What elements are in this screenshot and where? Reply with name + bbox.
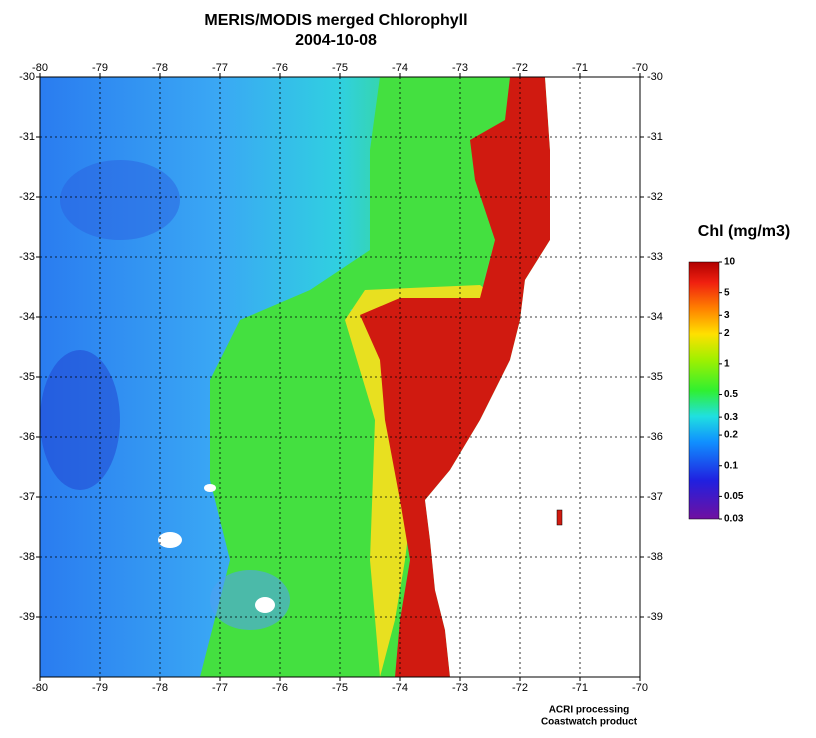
lon-tick-label: -73 <box>452 62 468 74</box>
colorbar-tick-label: 1 <box>724 359 730 370</box>
lon-tick-label: -80 <box>32 682 48 694</box>
lon-tick-label: -70 <box>632 62 648 74</box>
lat-tick-label: -36 <box>647 431 663 443</box>
colorbar-tick-label: 0.1 <box>724 460 738 471</box>
lat-tick-label: -38 <box>19 551 35 563</box>
lat-tick-label: -38 <box>647 551 663 563</box>
colorbar-tick-label: 2 <box>724 328 730 339</box>
lat-tick-label: -33 <box>647 251 663 263</box>
lat-tick-label: -37 <box>19 491 35 503</box>
lon-tick-label: -77 <box>212 682 228 694</box>
lon-tick-label: -71 <box>572 682 588 694</box>
lon-tick-label: -72 <box>512 62 528 74</box>
lon-tick-label: -79 <box>92 62 108 74</box>
lat-tick-label: -39 <box>19 611 35 623</box>
lon-tick-label: -79 <box>92 682 108 694</box>
lon-tick-label: -77 <box>212 62 228 74</box>
lon-tick-label: -75 <box>332 682 348 694</box>
subtitle: 2004-10-08 <box>295 32 377 49</box>
lat-tick-label: -34 <box>19 311 35 323</box>
colorbar-tick-label: 5 <box>724 287 730 298</box>
lon-tick-label: -76 <box>272 682 288 694</box>
lat-tick-label: -34 <box>647 311 663 323</box>
lon-tick-label: -75 <box>332 62 348 74</box>
lon-tick-label: -72 <box>512 682 528 694</box>
title: MERIS/MODIS merged Chlorophyll <box>204 12 467 29</box>
colorbar-tick-label: 0.2 <box>724 430 738 441</box>
lon-tick-label: -71 <box>572 62 588 74</box>
colorbar-tick-label: 10 <box>724 257 736 268</box>
colorbar-tick-label: 0.05 <box>724 491 744 502</box>
colorbar-tick-label: 3 <box>724 310 730 321</box>
credit: ACRI processing <box>549 705 630 716</box>
lon-tick-label: -73 <box>452 682 468 694</box>
lat-tick-label: -35 <box>647 371 663 383</box>
lat-tick-label: -32 <box>647 191 663 203</box>
colorbar <box>688 261 720 520</box>
lat-tick-label: -30 <box>647 71 663 83</box>
lon-tick-label: -74 <box>392 62 408 74</box>
lat-tick-label: -33 <box>19 251 35 263</box>
lon-tick-label: -74 <box>392 682 408 694</box>
lon-tick-label: -70 <box>632 682 648 694</box>
colorbar-tick-label: 0.5 <box>724 389 738 400</box>
lon-tick-label: -80 <box>32 62 48 74</box>
lon-tick-label: -78 <box>152 62 168 74</box>
lat-tick-label: -35 <box>19 371 35 383</box>
lon-tick-label: -76 <box>272 62 288 74</box>
lat-tick-label: -31 <box>647 131 663 143</box>
lat-tick-label: -37 <box>647 491 663 503</box>
colorbar-title: Chl (mg/m3) <box>698 223 790 240</box>
lat-tick-label: -30 <box>19 71 35 83</box>
lat-tick-label: -32 <box>19 191 35 203</box>
credit: Coastwatch product <box>541 717 638 728</box>
lat-tick-label: -36 <box>19 431 35 443</box>
lon-tick-label: -78 <box>152 682 168 694</box>
colorbar-tick-label: 0.3 <box>724 412 738 423</box>
colorbar-tick-label: 0.03 <box>724 514 744 525</box>
lat-tick-label: -39 <box>647 611 663 623</box>
lat-tick-label: -31 <box>19 131 35 143</box>
